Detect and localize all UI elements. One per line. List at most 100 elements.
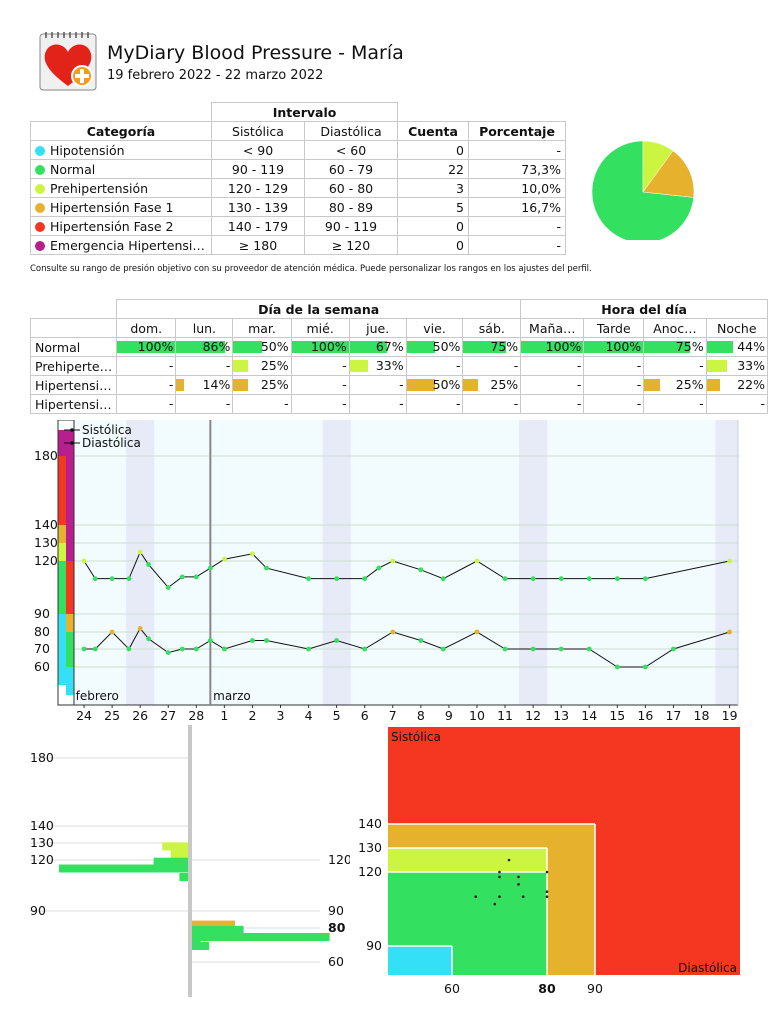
table-cell: - (643, 356, 707, 376)
percent-value: - (168, 377, 174, 392)
table-cell: - (348, 375, 407, 395)
percent-bar (707, 341, 734, 353)
systolic-point (137, 549, 143, 555)
table-row: Normal 90 - 119 60 - 79 22 73,3% (30, 159, 566, 179)
x-tick-label: 16 (637, 708, 653, 723)
y-axis-label: Sistólica (391, 730, 441, 744)
percent-value: - (576, 396, 582, 411)
percent-bar (707, 379, 720, 391)
x-tick-label: 9 (445, 708, 453, 723)
y-tick-label: 70 (34, 641, 50, 656)
category-table: Intervalo Categoría Sistólica Diastólica… (30, 102, 566, 255)
y-tick-label: 60 (34, 659, 50, 674)
diastolic-point (642, 664, 648, 670)
diastolic-point (440, 646, 446, 652)
row-label: Normal (29, 337, 118, 357)
systolic-point (502, 576, 508, 582)
percent-bar (176, 341, 225, 353)
column-header: Maña… (520, 318, 585, 338)
percent-bar (521, 341, 583, 353)
percent-bar (117, 341, 175, 353)
percent-value: 25% (490, 377, 519, 392)
systolic-bar (170, 847, 188, 856)
percent-value: - (168, 358, 174, 373)
weekday-hour-table: Día de la semana Hora del día dom. lun. ma… (29, 299, 768, 414)
y-tick-label: 120 (358, 864, 382, 879)
table-cell: 75% (462, 337, 522, 357)
scatter-point (545, 890, 549, 894)
table-cell: - (462, 394, 522, 414)
y-tick-label: 90 (30, 903, 46, 918)
systolic-point (362, 576, 368, 582)
diastolic-point (81, 646, 87, 652)
percent-value: - (576, 377, 582, 392)
percent-value: 33% (375, 358, 404, 373)
percent-value: 75% (675, 339, 704, 354)
scatter-point (498, 870, 501, 874)
percent-value: - (342, 396, 347, 411)
scatter-point (507, 858, 511, 862)
y-tick-label: 130 (30, 835, 54, 850)
x-tick-label: 15 (609, 708, 625, 723)
center-axis (188, 725, 192, 997)
header-diastolica: Diastólica (304, 121, 398, 141)
table-cell: 100% (520, 337, 585, 357)
table-row: Normal 100% 86% 50% 100% 67% 50% 75% 100% 100% 75%… (29, 337, 768, 357)
x-tick-label: 6 (361, 708, 369, 723)
systolic-point (586, 576, 592, 582)
scatter-point (545, 870, 549, 874)
percent-value: - (636, 358, 642, 373)
percent-value: - (455, 396, 461, 411)
y-tick-label: 180 (34, 448, 58, 463)
column-header: mié. (290, 318, 350, 338)
diastolic-point (179, 646, 185, 652)
prehipertension-dot (35, 183, 45, 194)
category-pie-chart (591, 140, 695, 240)
weekend-band (126, 420, 155, 705)
emergencia-dot (35, 240, 45, 251)
scatter-point (498, 895, 501, 898)
systolic-bar (153, 857, 188, 866)
percent-value: - (225, 358, 231, 373)
column-header: lun. (175, 318, 234, 338)
diastolic-point (586, 646, 592, 652)
scatter-point (493, 902, 497, 906)
diastolic-zone-strip (66, 667, 74, 695)
x-tick-label: 80 (538, 981, 556, 996)
diastolic-bar (192, 920, 235, 929)
table-cell: - (290, 394, 350, 414)
percent-value: - (399, 377, 404, 392)
table-cell: 100% (116, 337, 177, 357)
table-cell: - (348, 394, 407, 414)
y-tick-label: 140 (358, 816, 382, 831)
table-cell: 100% (583, 337, 645, 357)
date-range: 19 febrero 2022 - 22 marzo 2022 (107, 68, 324, 83)
diastolic-point (306, 646, 311, 652)
diastolic-point (362, 646, 368, 652)
table-cell: - (405, 356, 464, 376)
diastolic-point (126, 646, 132, 652)
header-porcentaje: Porcentaje (468, 121, 566, 141)
percent-bar (233, 341, 262, 353)
column-header: sáb. (462, 318, 522, 338)
weekend-band (519, 420, 548, 705)
systolic-point (376, 565, 382, 571)
y-tick-label: 90 (34, 606, 50, 621)
x-tick-label: 18 (694, 708, 710, 723)
systolic-point (126, 576, 132, 582)
percent-bar (407, 341, 435, 353)
percent-value: 33% (737, 358, 765, 373)
x-tick-label: 13 (553, 708, 569, 723)
percent-value: 67% (375, 339, 404, 354)
percent-value: 44% (737, 339, 765, 354)
percent-value: 100% (545, 339, 582, 354)
systolic-point (306, 576, 311, 582)
percent-value: 25% (675, 377, 704, 392)
percent-value: - (513, 358, 519, 373)
hipotension-dot (35, 145, 45, 156)
percent-value: - (636, 396, 642, 411)
x-tick-label: 3 (277, 708, 285, 723)
table-cell: 25% (232, 356, 292, 376)
percent-value: 100% (137, 339, 174, 354)
